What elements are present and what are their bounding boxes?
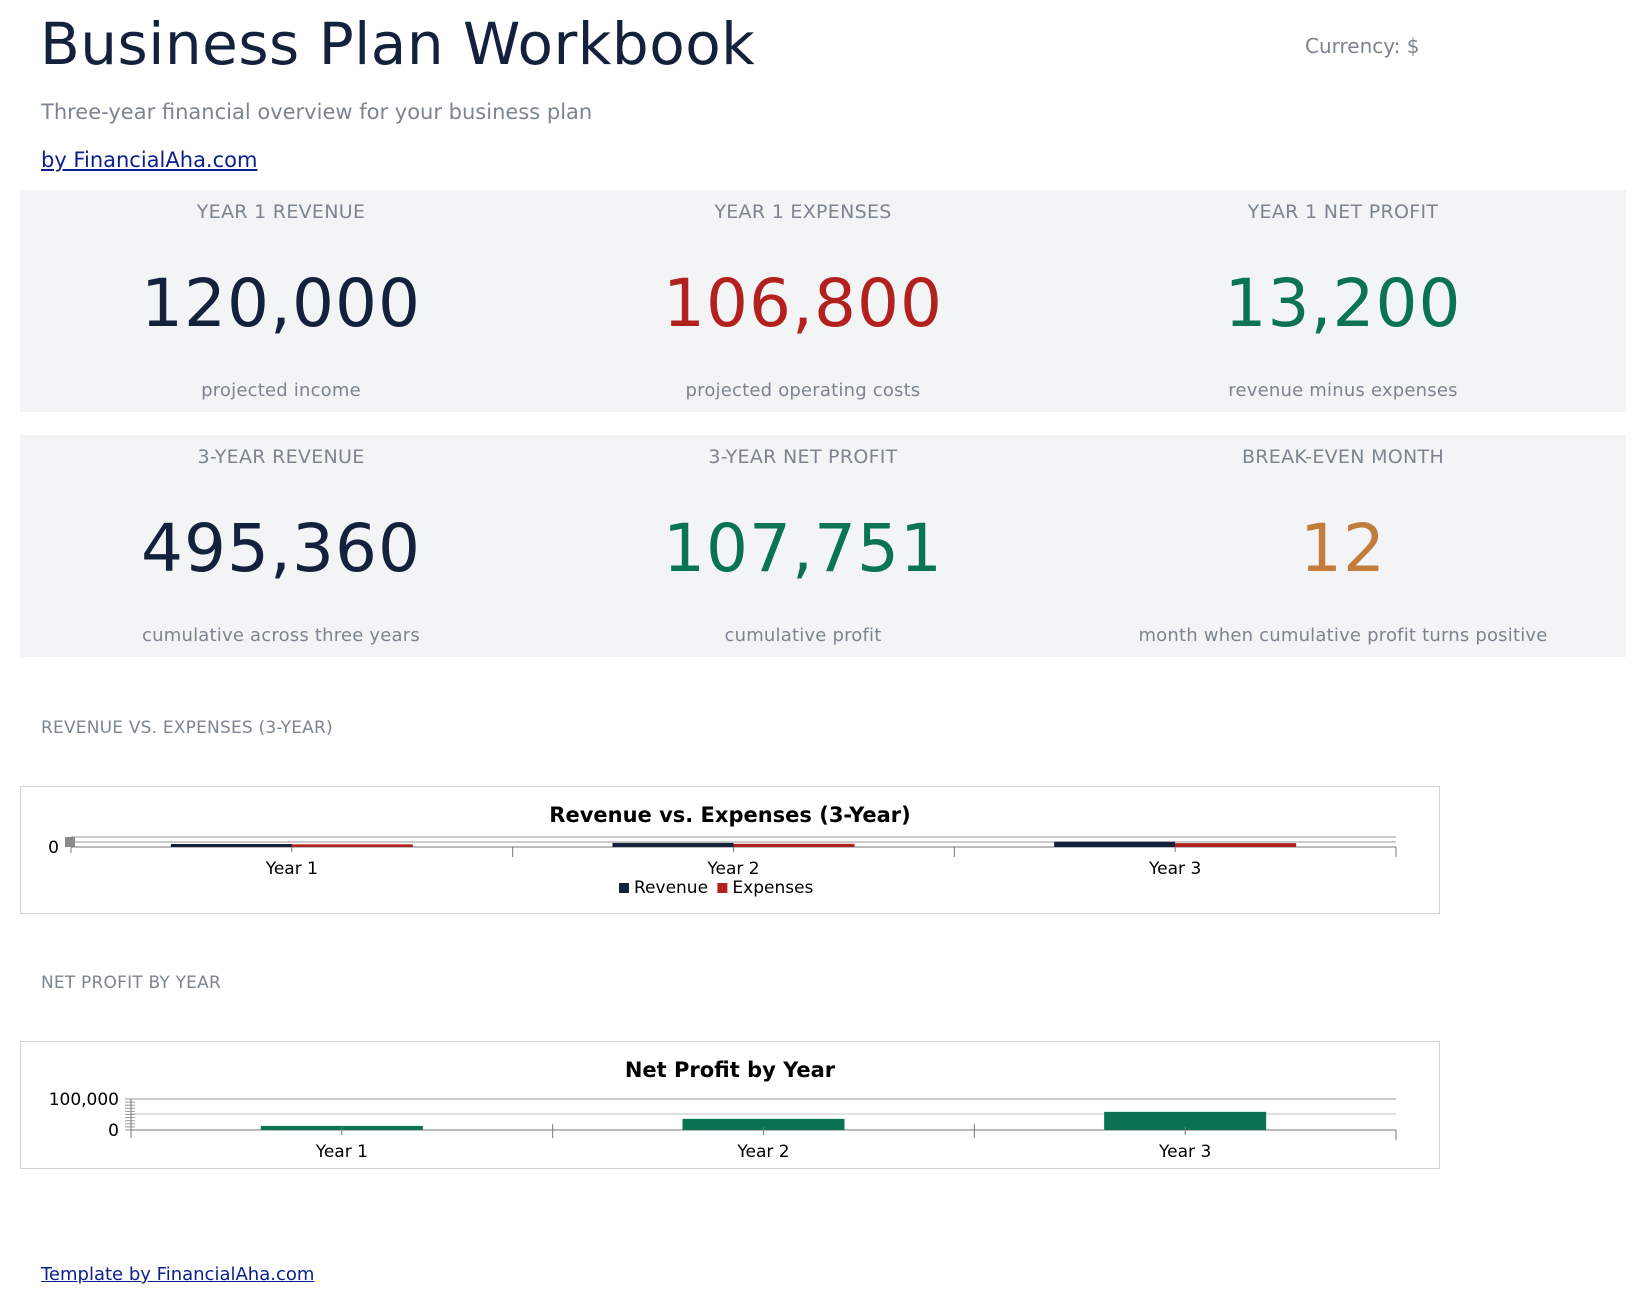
kpi-note: cumulative across three years [142, 625, 420, 646]
y-tick-label: 100,000 [49, 1090, 119, 1110]
kpi-three-year-revenue: 3-YEAR REVENUE 495,360 cumulative across… [20, 435, 542, 657]
kpi-label: BREAK-EVEN MONTH [1241, 446, 1445, 468]
kpi-label: YEAR 1 REVENUE [196, 201, 366, 223]
currency-indicator: Currency: $ [1305, 34, 1420, 58]
x-tick-label: Year 3 [1148, 859, 1201, 879]
page-subtitle: Three-year financial overview for your b… [41, 100, 593, 124]
net-profit-chart-svg: Net Profit by Year 100,000 0 Year 1 Year 2 Ye… [49, 1058, 1397, 1162]
kpi-value: 13,200 [1224, 265, 1462, 342]
kpi-label: 3-YEAR NET PROFIT [708, 446, 898, 468]
byline-link[interactable]: by FinancialAha.com [41, 148, 258, 172]
bar-expenses-year-3 [1175, 843, 1297, 847]
bar-revenue-year-3 [1054, 841, 1176, 847]
x-tick-label: Year 2 [706, 859, 759, 879]
net-profit-chart[interactable]: Net Profit by Year 100,000 0 Year 1 Year 2 Ye… [20, 1041, 1440, 1169]
section-label-revenue-expenses: REVENUE VS. EXPENSES (3-YEAR) [41, 718, 333, 738]
revenue-expenses-chart[interactable]: Revenue vs. Expenses (3-Year) 0 Year 1 Year… [20, 786, 1440, 914]
x-tick-label: Year 1 [265, 859, 318, 879]
bar-revenue-year-1 [170, 844, 292, 847]
kpi-value: 495,360 [141, 510, 421, 587]
bar-net-profit-year-3 [1104, 1111, 1267, 1130]
bar-revenue-year-2 [612, 842, 734, 847]
bar-expenses-year-2 [733, 843, 855, 847]
kpi-value: 106,800 [663, 265, 943, 342]
kpi-label: YEAR 1 EXPENSES [714, 201, 892, 223]
kpi-value: 12 [1300, 510, 1386, 587]
revenue-expenses-chart-svg: Revenue vs. Expenses (3-Year) 0 Year 1 Year… [48, 803, 1397, 898]
kpi-year1-revenue: YEAR 1 REVENUE 120,000 projected income [20, 190, 542, 412]
kpi-year1-expenses: YEAR 1 EXPENSES 106,800 projected operat… [542, 190, 1064, 412]
kpi-value: 120,000 [141, 265, 421, 342]
kpi-label: YEAR 1 NET PROFIT [1247, 201, 1439, 223]
kpi-note: projected income [201, 380, 361, 401]
bar-expenses-year-1 [291, 844, 413, 847]
x-tick-label: Year 1 [315, 1142, 368, 1162]
y-tick-label: 0 [48, 838, 59, 858]
kpi-year1-net-profit: YEAR 1 NET PROFIT 13,200 revenue minus e… [1060, 190, 1626, 412]
legend-swatch-revenue [619, 883, 629, 893]
legend-swatch-expenses [717, 883, 728, 893]
chart-title: Net Profit by Year [625, 1058, 836, 1082]
kpi-label: 3-YEAR REVENUE [197, 446, 365, 468]
bar-net-profit-year-2 [682, 1118, 845, 1130]
kpi-value: 107,751 [663, 510, 943, 587]
kpi-note: projected operating costs [685, 380, 921, 401]
kpi-note: cumulative profit [724, 625, 882, 646]
kpi-band-year1: YEAR 1 REVENUE 120,000 projected income … [20, 190, 1626, 412]
legend-label-revenue: Revenue [634, 878, 708, 898]
x-tick-label: Year 3 [1158, 1142, 1211, 1162]
footer-template-link[interactable]: Template by FinancialAha.com [41, 1264, 315, 1285]
kpi-three-year-net-profit: 3-YEAR NET PROFIT 107,751 cumulative pro… [542, 435, 1064, 657]
y-tick-label: 0 [108, 1121, 119, 1141]
kpi-band-three-year: 3-YEAR REVENUE 495,360 cumulative across… [20, 435, 1626, 657]
page-title: Business Plan Workbook [40, 10, 756, 78]
x-tick-label: Year 2 [736, 1142, 789, 1162]
kpi-note: month when cumulative profit turns posit… [1138, 625, 1548, 646]
legend-label-expenses: Expenses [732, 878, 813, 898]
chart-title: Revenue vs. Expenses (3-Year) [549, 803, 910, 827]
kpi-break-even-month: BREAK-EVEN MONTH 12 month when cumulativ… [1060, 435, 1626, 657]
kpi-note: revenue minus expenses [1228, 380, 1458, 401]
y-axis-ticks [65, 837, 75, 847]
section-label-net-profit: NET PROFIT BY YEAR [41, 973, 221, 993]
